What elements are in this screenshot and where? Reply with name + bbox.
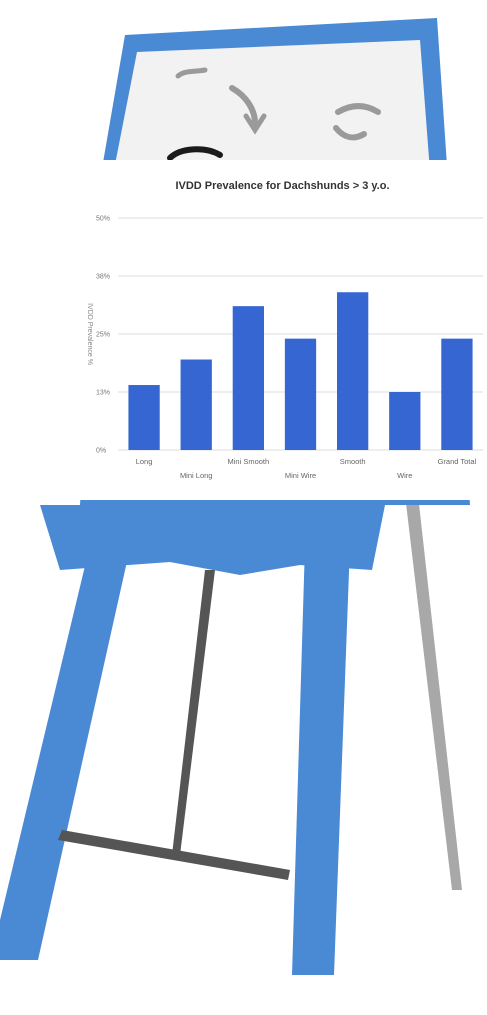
chart-panel: IVDD Prevalence for Dachshunds > 3 y.o. … bbox=[78, 160, 487, 500]
easel-right-leg bbox=[292, 545, 350, 975]
x-tick-label: Mini Smooth bbox=[228, 457, 270, 466]
y-tick-label: 0% bbox=[96, 448, 106, 455]
y-axis-title: IVDD Prevalence % bbox=[86, 303, 93, 365]
bar bbox=[285, 339, 316, 450]
bar bbox=[128, 385, 159, 450]
y-tick-label: 50% bbox=[96, 216, 110, 223]
y-tick-label: 38% bbox=[96, 274, 110, 281]
x-tick-label: Smooth bbox=[340, 457, 366, 466]
y-tick-label: 13% bbox=[96, 390, 110, 397]
bar bbox=[441, 339, 472, 450]
y-tick-label: 25% bbox=[96, 332, 110, 339]
bar-chart: 0% 13% 25% 38% 50% IVDD Prevalence % Long Mini … bbox=[78, 160, 487, 500]
bar bbox=[181, 360, 212, 450]
easel-back-leg bbox=[405, 495, 462, 890]
bar bbox=[389, 392, 420, 450]
easel-prop-stick bbox=[172, 570, 215, 855]
easel-left-leg bbox=[0, 545, 130, 960]
easel-crossbar bbox=[58, 830, 290, 880]
x-tick-label: Wire bbox=[397, 471, 412, 480]
x-tick-label: Grand Total bbox=[438, 457, 477, 466]
bar bbox=[337, 292, 368, 450]
x-tick-label: Long bbox=[136, 457, 153, 466]
x-tick-label: Mini Wire bbox=[285, 471, 316, 480]
x-tick-label: Mini Long bbox=[180, 471, 213, 480]
bar bbox=[233, 306, 264, 450]
